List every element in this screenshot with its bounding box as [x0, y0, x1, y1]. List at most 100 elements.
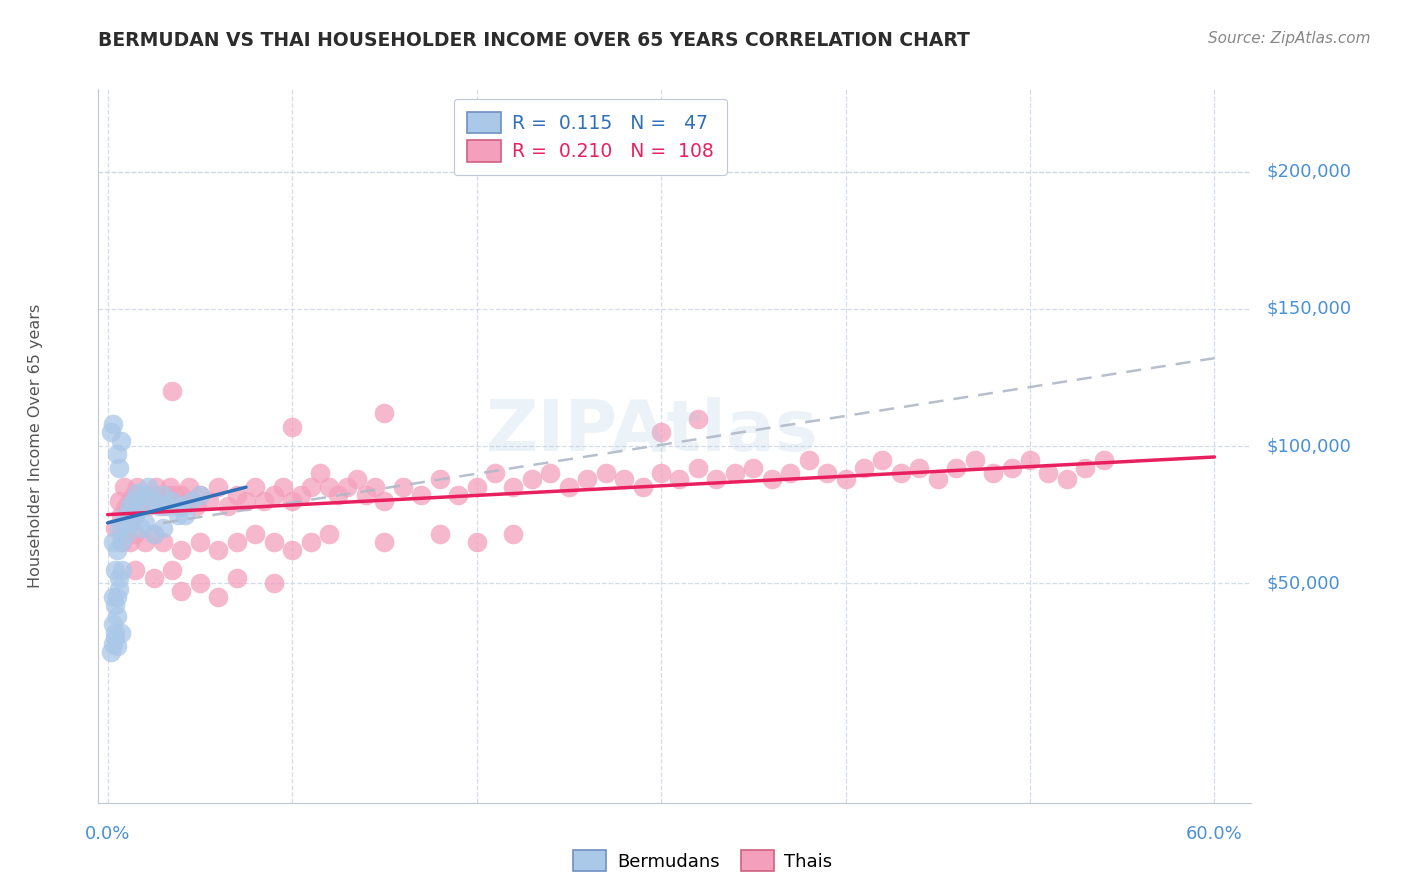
Point	[318, 526, 340, 541]
Point	[115, 526, 138, 541]
Point	[520, 472, 543, 486]
Point	[186, 500, 208, 514]
Point	[129, 521, 152, 535]
Point	[156, 500, 179, 514]
Point	[124, 508, 146, 522]
Point	[245, 526, 267, 541]
Point	[166, 500, 188, 514]
Text: 60.0%: 60.0%	[1187, 825, 1243, 843]
Point	[122, 488, 145, 502]
Point	[354, 488, 377, 502]
Point	[595, 467, 617, 481]
Point	[136, 500, 159, 514]
Point	[181, 494, 204, 508]
Point	[890, 467, 912, 481]
Text: $100,000: $100,000	[1265, 437, 1351, 455]
Point	[188, 535, 211, 549]
Point	[328, 488, 350, 502]
Point	[110, 508, 132, 522]
Point	[1092, 452, 1115, 467]
Point	[174, 494, 197, 508]
Point	[207, 480, 229, 494]
Point	[235, 494, 257, 508]
Point	[281, 419, 304, 434]
Point	[124, 562, 146, 576]
Point	[105, 543, 128, 558]
Point	[134, 535, 156, 549]
Point	[141, 494, 163, 508]
Point	[160, 494, 183, 508]
Point	[152, 500, 174, 514]
Point	[373, 494, 395, 508]
Point	[142, 488, 165, 502]
Point	[115, 526, 138, 541]
Point	[308, 467, 330, 481]
Text: Householder Income Over 65 years: Householder Income Over 65 years	[28, 304, 42, 588]
Point	[558, 480, 581, 494]
Point	[373, 535, 395, 549]
Point	[152, 488, 174, 502]
Point	[129, 500, 152, 514]
Point	[290, 488, 312, 502]
Point	[908, 461, 931, 475]
Point	[142, 526, 165, 541]
Point	[148, 500, 170, 514]
Point	[124, 508, 146, 522]
Point	[163, 488, 186, 502]
Text: $50,000: $50,000	[1265, 574, 1340, 592]
Point	[207, 543, 229, 558]
Point	[101, 637, 124, 651]
Point	[101, 417, 124, 431]
Point	[225, 535, 247, 549]
Point	[686, 411, 709, 425]
Point	[502, 480, 524, 494]
Point	[188, 576, 211, 591]
Point	[101, 590, 124, 604]
Point	[111, 516, 134, 530]
Point	[945, 461, 967, 475]
Legend: R =  0.115   N =   47, R =  0.210   N =  108: R = 0.115 N = 47, R = 0.210 N = 108	[454, 99, 727, 175]
Point	[1056, 472, 1078, 486]
Point	[927, 472, 949, 486]
Point	[110, 434, 132, 448]
Point	[465, 480, 488, 494]
Point	[111, 535, 134, 549]
Text: $150,000: $150,000	[1265, 300, 1351, 318]
Point	[100, 425, 122, 440]
Legend: Bermudans, Thais: Bermudans, Thais	[567, 843, 839, 879]
Point	[124, 526, 146, 541]
Point	[104, 562, 127, 576]
Point	[110, 535, 132, 549]
Point	[170, 584, 193, 599]
Point	[160, 494, 183, 508]
Text: Source: ZipAtlas.com: Source: ZipAtlas.com	[1208, 31, 1371, 46]
Point	[156, 488, 179, 502]
Point	[105, 447, 128, 461]
Point	[159, 480, 181, 494]
Point	[198, 494, 221, 508]
Point	[188, 488, 211, 502]
Point	[100, 645, 122, 659]
Point	[299, 480, 322, 494]
Text: ZIPAtlas: ZIPAtlas	[485, 397, 818, 467]
Point	[217, 500, 239, 514]
Point	[170, 500, 193, 514]
Point	[101, 535, 124, 549]
Point	[465, 535, 488, 549]
Point	[281, 494, 304, 508]
Point	[779, 467, 801, 481]
Point	[170, 543, 193, 558]
Point	[145, 480, 167, 494]
Point	[346, 472, 368, 486]
Point	[538, 467, 561, 481]
Point	[160, 384, 183, 398]
Point	[650, 467, 672, 481]
Point	[180, 494, 202, 508]
Point	[152, 535, 174, 549]
Point	[650, 425, 672, 440]
Point	[318, 480, 340, 494]
Point	[115, 508, 138, 522]
Point	[142, 526, 165, 541]
Point	[188, 488, 211, 502]
Point	[134, 516, 156, 530]
